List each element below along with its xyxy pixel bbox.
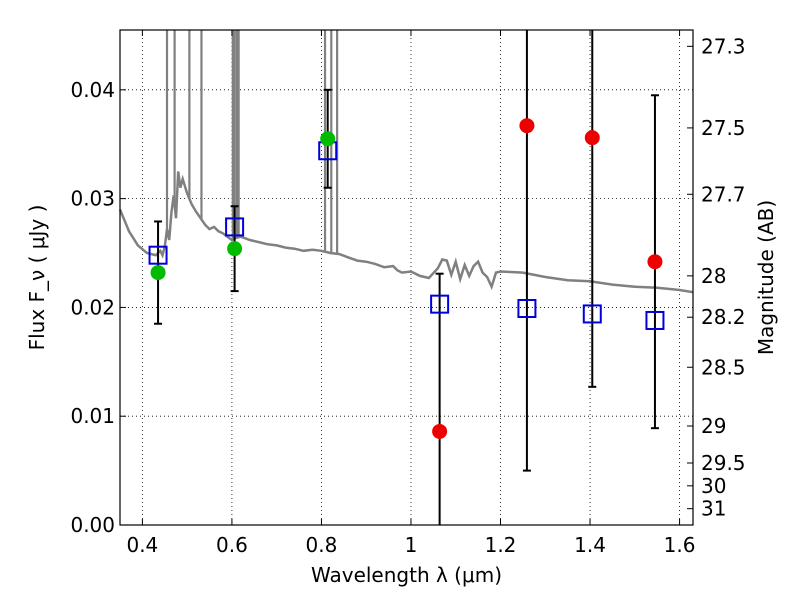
mag-tick-label: 30 (701, 474, 726, 498)
tick-layer: 0.4 0.6 0.8 1 1.2 1.4 1.6 0.00 0.01 0.02 0.03 0.04 2… (70, 30, 746, 557)
mag-tick-label: 27.5 (701, 116, 746, 140)
x-tick-label: 1.4 (574, 533, 606, 557)
mag-tick-label: 28.2 (701, 305, 746, 329)
observed-point-green (320, 131, 336, 147)
model-band-point (225, 217, 245, 237)
mag-tick-label: 27.7 (701, 182, 746, 206)
x-tick-label: 0.6 (216, 533, 248, 557)
x-tick-label: 1 (405, 533, 418, 557)
x-tick-label: 1.6 (664, 533, 696, 557)
observed-point-green (150, 265, 166, 281)
model-band-point (430, 294, 450, 314)
model-band-point (645, 310, 665, 330)
errorbar-layer (154, 30, 659, 525)
mag-tick-label: 28 (701, 264, 726, 288)
observed-point-red (519, 118, 535, 134)
y-tick-label: 0.02 (70, 295, 115, 319)
plot-frame (119, 29, 694, 526)
model-band-point (148, 245, 168, 265)
observed-point-red (432, 423, 448, 439)
model-spectrum-layer (118, 30, 694, 294)
mag-tick-label: 29 (701, 414, 726, 438)
observed-point-red (584, 130, 600, 146)
model-band-point (582, 304, 602, 324)
x-tick-label: 0.4 (126, 533, 158, 557)
mag-tick-label: 28.5 (701, 355, 746, 379)
mag-tick-label: 29.5 (701, 451, 746, 475)
x-tick-label: 1.2 (485, 533, 517, 557)
observed-point-red (647, 254, 663, 270)
x-tick-label: 0.8 (306, 533, 338, 557)
observed-point-green (227, 241, 243, 257)
model-spectrum-line (118, 171, 694, 294)
y-tick-label: 0.04 (70, 78, 115, 102)
y-tick-label: 0.03 (70, 187, 115, 211)
y-tick-label: 0.01 (70, 404, 115, 428)
marker-layer (148, 118, 665, 439)
x-axis-label: Wavelength λ (μm) (311, 563, 502, 587)
model-band-point (517, 299, 537, 319)
mag-tick-label: 31 (701, 497, 726, 521)
grid-lines (120, 30, 693, 525)
mag-tick-label: 27.3 (701, 34, 746, 58)
y2-axis-label: Magnitude (AB) (754, 200, 778, 355)
y-axis-label: Flux F_ν ( μJy ) (25, 205, 49, 351)
y-tick-label: 0.00 (70, 513, 115, 537)
